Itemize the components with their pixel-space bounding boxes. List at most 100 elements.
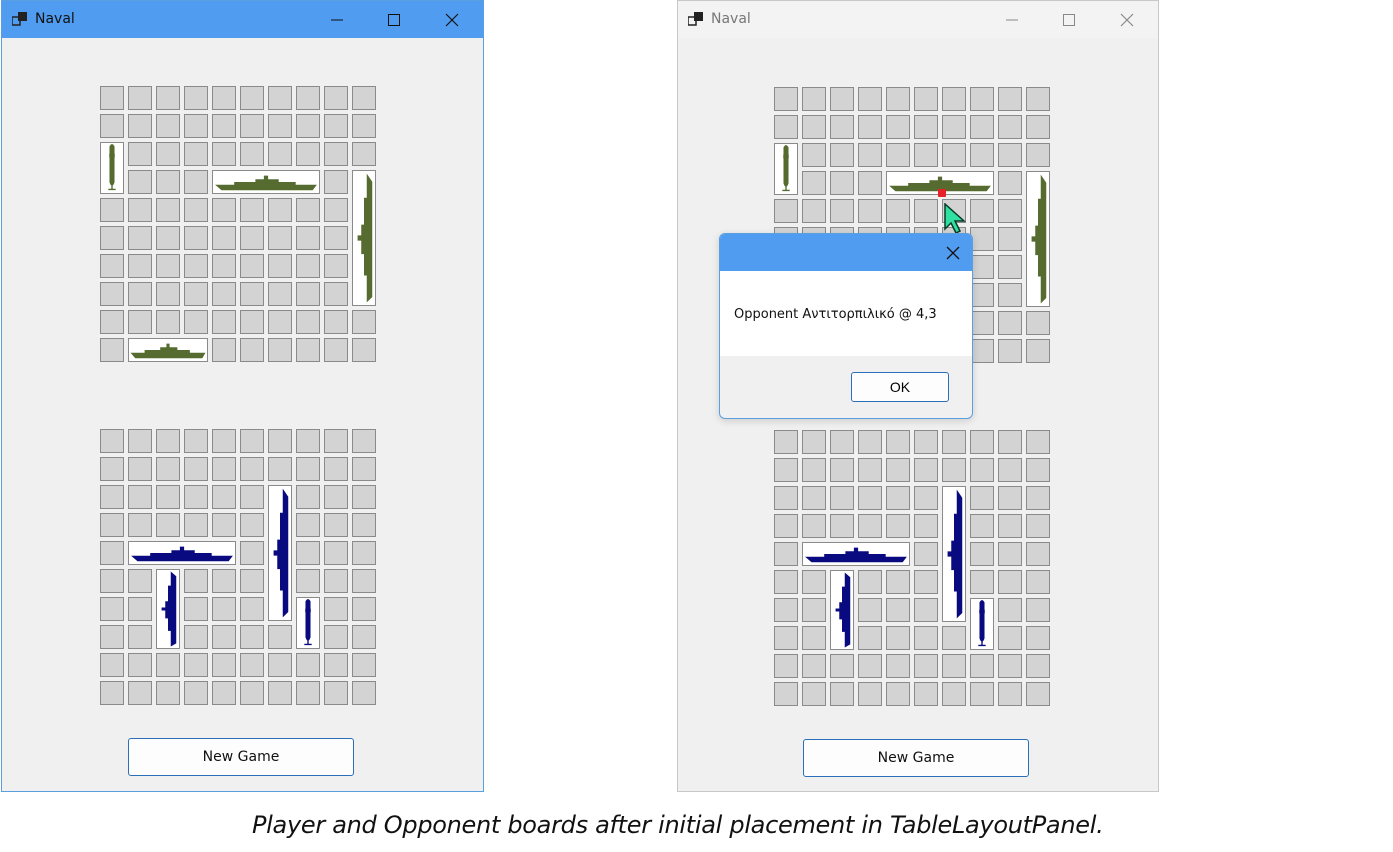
- close-icon[interactable]: [944, 244, 962, 262]
- board-cell[interactable]: [886, 87, 910, 111]
- close-button[interactable]: [1098, 1, 1156, 38]
- board-cell[interactable]: [998, 143, 1022, 167]
- board-cell[interactable]: [858, 430, 882, 454]
- warship[interactable]: [802, 542, 910, 566]
- board-cell[interactable]: [914, 626, 938, 650]
- board-cell[interactable]: [212, 625, 236, 649]
- board-cell[interactable]: [324, 457, 348, 481]
- board-cell[interactable]: [858, 143, 882, 167]
- board-cell[interactable]: [212, 653, 236, 677]
- warship[interactable]: [1026, 171, 1050, 307]
- warship[interactable]: [886, 171, 994, 195]
- board-cell[interactable]: [942, 430, 966, 454]
- board-cell[interactable]: [212, 681, 236, 705]
- board-cell[interactable]: [268, 114, 292, 138]
- board-cell[interactable]: [100, 681, 124, 705]
- board-cell[interactable]: [240, 226, 264, 250]
- board-cell[interactable]: [240, 282, 264, 306]
- warship[interactable]: [128, 338, 208, 362]
- board-cell[interactable]: [268, 86, 292, 110]
- board-cell[interactable]: [100, 625, 124, 649]
- board-cell[interactable]: [240, 597, 264, 621]
- board-cell[interactable]: [212, 310, 236, 334]
- board-cell[interactable]: [914, 514, 938, 538]
- submarine-ship[interactable]: [296, 597, 320, 649]
- board-cell[interactable]: [240, 86, 264, 110]
- board-cell[interactable]: [100, 513, 124, 537]
- board-cell[interactable]: [156, 681, 180, 705]
- board-cell[interactable]: [1026, 514, 1050, 538]
- board-cell[interactable]: [212, 198, 236, 222]
- board-cell[interactable]: [128, 86, 152, 110]
- board-cell[interactable]: [802, 486, 826, 510]
- board-cell[interactable]: [1026, 570, 1050, 594]
- board-cell[interactable]: [1026, 430, 1050, 454]
- warship[interactable]: [830, 570, 854, 650]
- board-cell[interactable]: [296, 86, 320, 110]
- board-cell[interactable]: [128, 142, 152, 166]
- board-cell[interactable]: [774, 514, 798, 538]
- board-cell[interactable]: [100, 429, 124, 453]
- board-cell[interactable]: [156, 254, 180, 278]
- board-cell[interactable]: [830, 199, 854, 223]
- board-cell[interactable]: [998, 542, 1022, 566]
- board-cell[interactable]: [830, 171, 854, 195]
- board-cell[interactable]: [914, 143, 938, 167]
- board-cell[interactable]: [914, 115, 938, 139]
- board-cell[interactable]: [100, 310, 124, 334]
- board-cell[interactable]: [268, 625, 292, 649]
- board-cell[interactable]: [128, 114, 152, 138]
- board-cell[interactable]: [858, 171, 882, 195]
- board-cell[interactable]: [998, 682, 1022, 706]
- board-cell[interactable]: [830, 115, 854, 139]
- board-cell[interactable]: [914, 654, 938, 678]
- board-cell[interactable]: [914, 87, 938, 111]
- board-cell[interactable]: [970, 255, 994, 279]
- board-cell[interactable]: [352, 114, 376, 138]
- board-cell[interactable]: [128, 429, 152, 453]
- board-cell[interactable]: [268, 653, 292, 677]
- board-cell[interactable]: [352, 310, 376, 334]
- board-cell[interactable]: [100, 226, 124, 250]
- board-cell[interactable]: [212, 86, 236, 110]
- board-cell[interactable]: [886, 430, 910, 454]
- board-cell[interactable]: [296, 541, 320, 565]
- board-cell[interactable]: [998, 430, 1022, 454]
- board-cell[interactable]: [184, 198, 208, 222]
- board-cell[interactable]: [212, 142, 236, 166]
- title-bar[interactable]: Naval: [2, 1, 483, 38]
- board-cell[interactable]: [212, 114, 236, 138]
- board-cell[interactable]: [296, 429, 320, 453]
- board-cell[interactable]: [830, 143, 854, 167]
- board-cell[interactable]: [240, 310, 264, 334]
- board-cell[interactable]: [128, 681, 152, 705]
- board-cell[interactable]: [296, 254, 320, 278]
- board-cell[interactable]: [998, 283, 1022, 307]
- board-cell[interactable]: [970, 514, 994, 538]
- board-cell[interactable]: [998, 87, 1022, 111]
- board-cell[interactable]: [156, 485, 180, 509]
- board-cell[interactable]: [184, 625, 208, 649]
- board-cell[interactable]: [156, 170, 180, 194]
- board-cell[interactable]: [240, 114, 264, 138]
- board-cell[interactable]: [184, 142, 208, 166]
- board-cell[interactable]: [886, 598, 910, 622]
- board-cell[interactable]: [1026, 682, 1050, 706]
- close-button[interactable]: [423, 1, 481, 38]
- board-cell[interactable]: [212, 597, 236, 621]
- board-cell[interactable]: [802, 654, 826, 678]
- board-cell[interactable]: [774, 682, 798, 706]
- board-cell[interactable]: [240, 198, 264, 222]
- board-cell[interactable]: [240, 569, 264, 593]
- board-cell[interactable]: [774, 458, 798, 482]
- board-cell[interactable]: [802, 143, 826, 167]
- board-cell[interactable]: [970, 570, 994, 594]
- board-cell[interactable]: [998, 514, 1022, 538]
- board-cell[interactable]: [886, 626, 910, 650]
- board-cell[interactable]: [942, 654, 966, 678]
- board-cell[interactable]: [802, 171, 826, 195]
- board-cell[interactable]: [886, 458, 910, 482]
- board-cell[interactable]: [296, 653, 320, 677]
- board-cell[interactable]: [774, 115, 798, 139]
- board-cell[interactable]: [324, 198, 348, 222]
